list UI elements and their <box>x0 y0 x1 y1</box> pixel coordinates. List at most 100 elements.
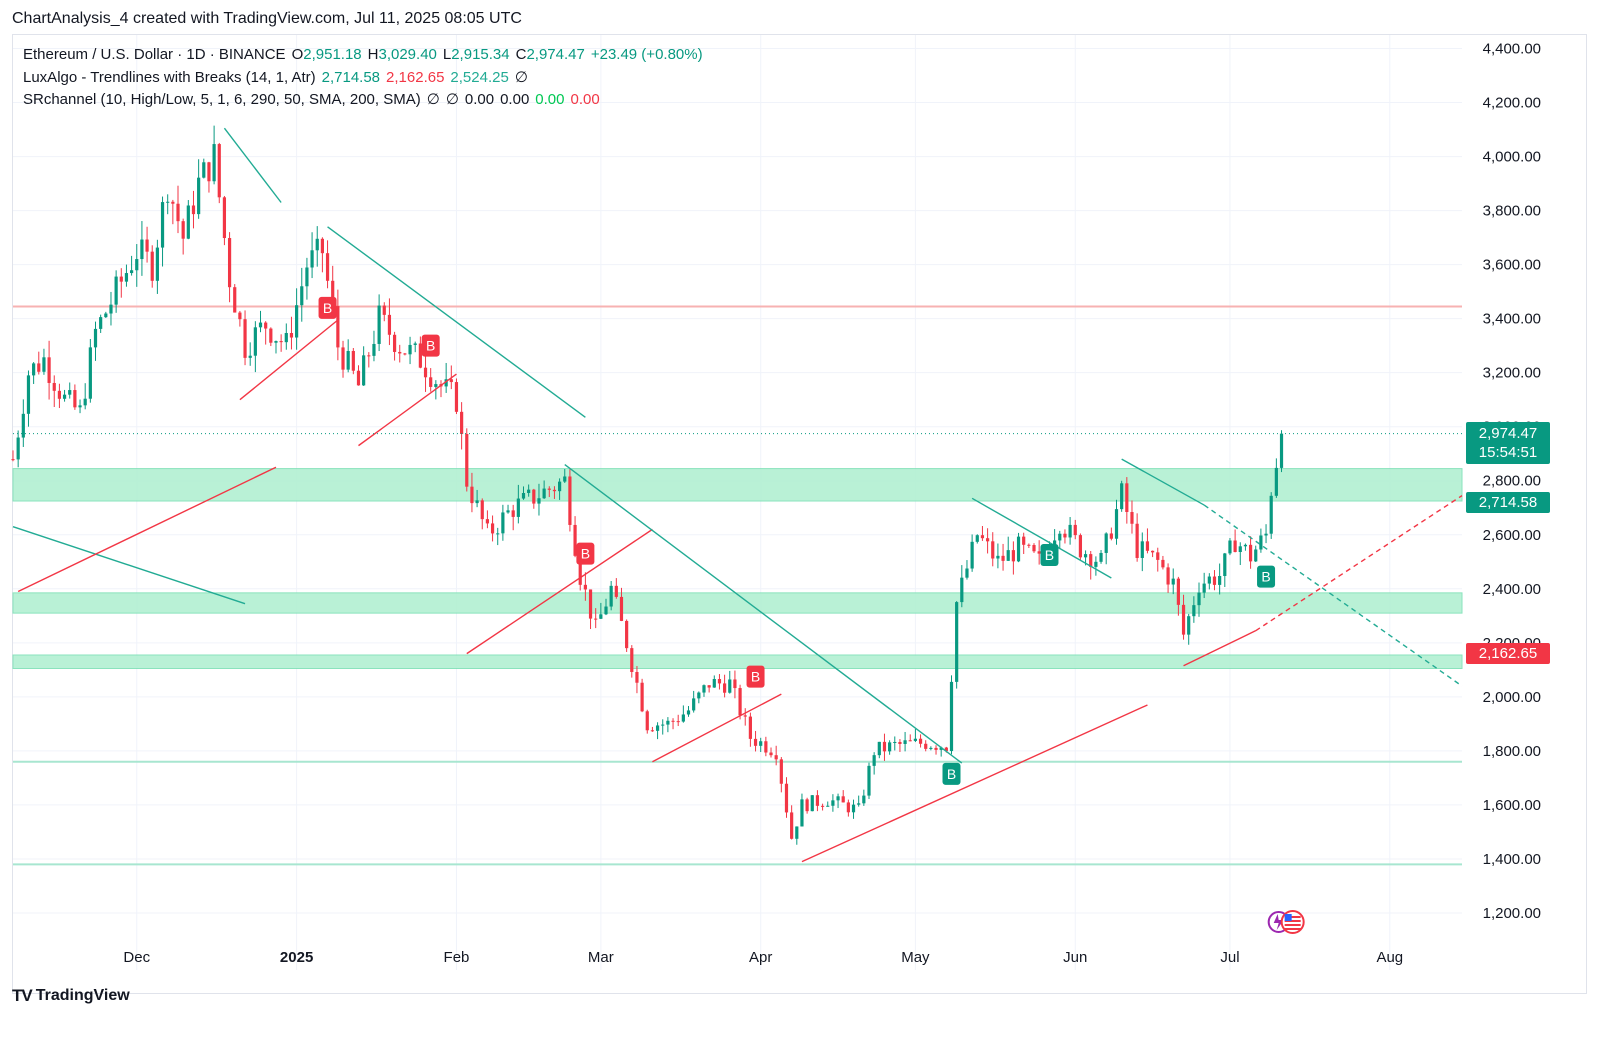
candle-body <box>640 682 644 712</box>
candle-body <box>1099 552 1103 562</box>
trendline-resistance <box>327 226 586 418</box>
candle-body <box>702 685 706 693</box>
trendline-lower-tag: 2,162.65 <box>1466 643 1550 664</box>
candle-body <box>11 459 15 461</box>
candle-body <box>753 738 758 746</box>
legend-srchannel-row[interactable]: SRchannel (10, High/Low, 5, 1, 6, 290, 5… <box>23 90 606 108</box>
candle-body <box>73 390 77 408</box>
candle-body <box>676 721 680 723</box>
candle-body <box>207 162 211 182</box>
candle-body <box>202 162 206 178</box>
y-axis-tick-label: 2,400.00 <box>1483 581 1541 598</box>
trendline-upper-tag: 2,714.58 <box>1466 492 1550 513</box>
y-axis-tick-label: 3,400.00 <box>1483 311 1541 328</box>
candle-body <box>645 711 649 731</box>
legend-luxalgo-row[interactable]: LuxAlgo - Trendlines with Breaks (14, 1,… <box>23 68 534 86</box>
candle-body <box>1089 554 1093 567</box>
legend-symbol-row[interactable]: Ethereum / U.S. Dollar · 1D · BINANCE O2,… <box>23 46 709 63</box>
break-signal: B <box>421 334 440 357</box>
lightning-glyph-icon <box>1273 914 1284 930</box>
candle-body <box>176 203 180 222</box>
break-signal: B <box>1040 544 1059 567</box>
candle-body <box>996 555 1000 559</box>
candle-body <box>269 328 273 343</box>
candle-body <box>336 306 340 348</box>
candle-body <box>413 343 417 345</box>
candle-body <box>924 743 928 749</box>
candle-body <box>769 752 773 756</box>
break-signal-badge <box>942 762 961 785</box>
trendline-resistance <box>971 497 1112 579</box>
candle-body <box>109 304 113 314</box>
candle-body <box>805 799 809 812</box>
candle-body <box>475 500 479 504</box>
legend-srchannel-s1: ∅ <box>426 91 440 108</box>
candle-body <box>547 488 551 490</box>
candle-body <box>284 333 288 343</box>
candle-body <box>367 355 371 357</box>
candle-body <box>1202 583 1206 593</box>
candle-body <box>135 259 139 271</box>
tradingview-brand[interactable]: TV TradingView <box>12 986 130 1006</box>
candle-body <box>1238 546 1242 553</box>
candle-body <box>635 672 639 683</box>
candle-body <box>408 344 412 355</box>
candle-body <box>1171 578 1175 585</box>
candle-body <box>124 273 129 282</box>
candle-body <box>1145 541 1150 551</box>
candle-body <box>362 355 366 386</box>
break-signal-badge <box>576 542 595 565</box>
candle-body <box>1109 533 1113 539</box>
x-axis-tick-label: Jun <box>1063 949 1087 966</box>
sr-zone <box>12 654 1463 670</box>
candle-body <box>836 796 840 801</box>
candle-body <box>382 305 386 315</box>
candle-body <box>1156 552 1160 560</box>
candle-body <box>666 720 670 725</box>
legend-srchannel-v4: 0.00 <box>570 91 600 108</box>
candle-body <box>1161 559 1165 568</box>
candle-body <box>423 367 428 378</box>
candle-body <box>166 201 170 203</box>
candle-body <box>944 747 948 752</box>
candle-body <box>903 740 907 744</box>
candle-body <box>16 437 20 460</box>
candle-body <box>1068 524 1072 538</box>
candle-body <box>1094 561 1098 567</box>
candle-body <box>609 585 613 607</box>
candle-body <box>619 596 624 621</box>
candle-body <box>784 783 789 813</box>
candle-body <box>1151 550 1155 553</box>
candle-body <box>460 411 464 434</box>
trendline-support <box>1183 630 1257 667</box>
candle-body <box>872 755 876 766</box>
legend-luxalgo-v2: 2,162.65 <box>386 69 445 86</box>
candle-body <box>841 796 845 803</box>
candle-body <box>1022 536 1026 545</box>
trendline-resistance <box>564 463 963 764</box>
candle-body <box>583 584 587 590</box>
candle-body <box>1279 433 1284 468</box>
candle-body <box>1016 536 1021 562</box>
legend-symbol: Ethereum / U.S. Dollar · 1D · BINANCE <box>23 46 286 63</box>
break-signal-badge <box>746 665 765 688</box>
candle-body <box>1140 541 1144 558</box>
x-axis-tick-label: Apr <box>749 949 772 966</box>
candle-body <box>346 350 350 370</box>
break-signal: B <box>576 542 595 565</box>
candle-body <box>537 498 541 504</box>
candle-body <box>1032 545 1036 552</box>
event-icons <box>1267 910 1305 934</box>
candle-body <box>197 177 201 215</box>
legend-luxalgo-sym: ∅ <box>514 69 528 86</box>
candle-body <box>521 492 526 499</box>
x-axis-tick-label: Mar <box>588 949 614 966</box>
candle-body <box>918 738 923 744</box>
y-axis-tick-label: 3,800.00 <box>1483 203 1541 220</box>
candle-body <box>795 826 799 839</box>
candle-body <box>542 488 546 499</box>
trendline-resistance <box>12 526 246 605</box>
candle-body <box>222 197 227 239</box>
candle-body <box>1218 575 1222 585</box>
